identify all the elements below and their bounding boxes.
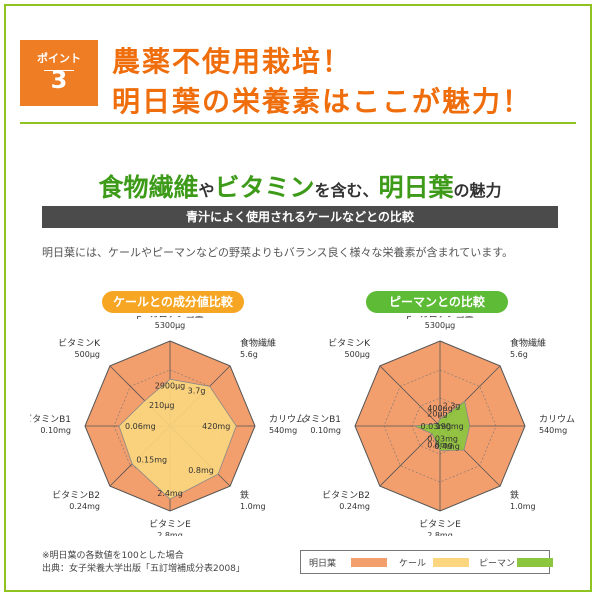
footnote-line1: ※明日葉の各数値を100とした場合 xyxy=(42,551,184,561)
badge-underline xyxy=(44,70,74,71)
legend-ashitaba-swatch xyxy=(351,558,387,567)
subtitle-contains: を含む、 xyxy=(314,181,379,200)
section-subtitle: 食物繊維やビタミンを含む、明日葉の魅力 xyxy=(0,168,600,204)
subtitle-charm: の魅力 xyxy=(453,181,502,200)
chart-legend: 明日葉 ケール ピーマン xyxy=(300,550,553,574)
legend-piman-swatch xyxy=(517,558,553,567)
header-divider xyxy=(20,122,576,124)
subtitle-ya: や xyxy=(198,181,215,200)
piman-axis-label-3: 鉄 xyxy=(510,489,519,501)
piman-axis-label-6: ビタミンB1 xyxy=(300,414,341,425)
point-badge: ポイント 3 xyxy=(20,40,98,106)
badge-label: ポイント xyxy=(37,52,81,65)
piman-comp-label-7: 20μg xyxy=(427,409,447,418)
piman-comp-label-2: 190mg xyxy=(436,422,464,431)
piman-comp-label-1: 2.3g xyxy=(443,402,461,411)
headline-line1: 農薬不使用栽培！ xyxy=(112,45,353,78)
legend-kale-label: ケール xyxy=(399,559,427,569)
piman-axis-value-7: 500μg xyxy=(345,350,370,359)
kale-axis-value-2: 540mg xyxy=(269,426,297,435)
legend-kale-swatch xyxy=(433,558,469,567)
badge-number: 3 xyxy=(50,66,68,94)
subtitle-fiber: 食物繊維 xyxy=(98,173,199,202)
piman-chart-title: ピーマンとの比較 xyxy=(366,291,508,313)
piman-axis-label-2: カリウム xyxy=(539,414,575,425)
kale-axis-value-7: 500μg xyxy=(75,350,100,359)
kale-axis-label-1: 食物繊維 xyxy=(240,337,276,349)
kale-axis-value-3: 1.0mg xyxy=(240,502,266,511)
piman-axis-label-0: β−カロチン当量 xyxy=(406,316,473,320)
kale-comp-label-5: 0.15mg xyxy=(136,456,167,465)
description-text: 明日葉には、ケールやピーマンなどの野菜よりもバランス良く様々な栄養素が含まれてい… xyxy=(42,246,514,259)
kale-axis-label-4: ビタミンE xyxy=(149,519,191,530)
piman-comp-label-4: 0.8mg xyxy=(427,441,453,450)
kale-axis-label-6: ビタミンB1 xyxy=(30,414,71,425)
kale-comp-label-2: 420mg xyxy=(202,422,230,431)
legend-ashitaba-label: 明日葉 xyxy=(309,559,337,569)
kale-axis-value-4: 2.8mg xyxy=(157,531,183,536)
piman-axis-value-0: 5300μg xyxy=(425,321,456,330)
piman-axis-value-5: 0.24mg xyxy=(339,502,370,511)
piman-axis-label-7: ビタミンK xyxy=(328,338,371,349)
kale-chart-title: ケールとの成分値比較 xyxy=(102,291,244,313)
piman-axis-value-6: 0.10mg xyxy=(310,426,341,435)
kale-comp-label-4: 2.4mg xyxy=(157,489,183,498)
piman-axis-label-4: ビタミンE xyxy=(419,519,461,530)
kale-axis-label-7: ビタミンK xyxy=(58,338,101,349)
subtitle-vitamin: ビタミン xyxy=(214,173,315,202)
piman-axis-label-1: 食物繊維 xyxy=(510,337,546,349)
footnote-line2: 出典：女子栄養大学出版「五訂増補成分表2008」 xyxy=(42,564,245,574)
piman-axis-value-4: 2.8mg xyxy=(427,531,453,536)
piman-comp-label-3: 0.4mg xyxy=(434,442,460,451)
piman-axis-value-2: 540mg xyxy=(539,426,567,435)
kale-comp-label-1: 3.7g xyxy=(188,387,206,396)
piman-comparison-area xyxy=(412,400,471,452)
piman-comp-label-5: 0.03mg xyxy=(427,435,458,444)
piman-spoke-7 xyxy=(379,365,441,427)
piman-comp-label-0: 400μg xyxy=(427,404,452,413)
kale-axis-label-2: カリウム xyxy=(269,414,305,425)
kale-axis-label-3: 鉄 xyxy=(240,489,249,501)
piman-spoke-5 xyxy=(379,425,441,487)
piman-comp-label-6: 0.03mg xyxy=(421,422,452,431)
kale-axis-value-6: 0.10mg xyxy=(40,426,71,435)
piman-grid-ring-1 xyxy=(383,369,497,483)
piman-axis-value-1: 5.6g xyxy=(510,350,528,359)
kale-axis-value-0: 5300μg xyxy=(155,321,186,330)
kale-axis-value-1: 5.6g xyxy=(240,350,258,359)
comparison-bar: 青汁によく使用されるケールなどとの比較 xyxy=(42,206,558,228)
legend-piman-label: ピーマン xyxy=(479,559,516,569)
piman-axis-label-5: ビタミンB2 xyxy=(322,490,370,501)
kale-comparison-area xyxy=(118,378,237,500)
kale-comp-label-7: 210μg xyxy=(149,401,174,410)
kale-comp-label-0: 2900μg xyxy=(155,381,186,390)
kale-comp-label-6: 0.06mg xyxy=(125,422,156,431)
subtitle-ashitaba: 明日葉 xyxy=(378,173,454,202)
kale-axis-value-5: 0.24mg xyxy=(69,502,100,511)
content-frame xyxy=(4,4,592,592)
kale-axis-label-5: ビタミンB2 xyxy=(52,490,100,501)
kale-axis-label-0: β−カロチン当量 xyxy=(136,316,203,320)
piman-axis-value-3: 1.0mg xyxy=(510,502,536,511)
kale-comp-label-3: 0.8mg xyxy=(188,466,214,475)
headline-line2: 明日葉の栄養素はここが魅力！ xyxy=(112,85,533,118)
